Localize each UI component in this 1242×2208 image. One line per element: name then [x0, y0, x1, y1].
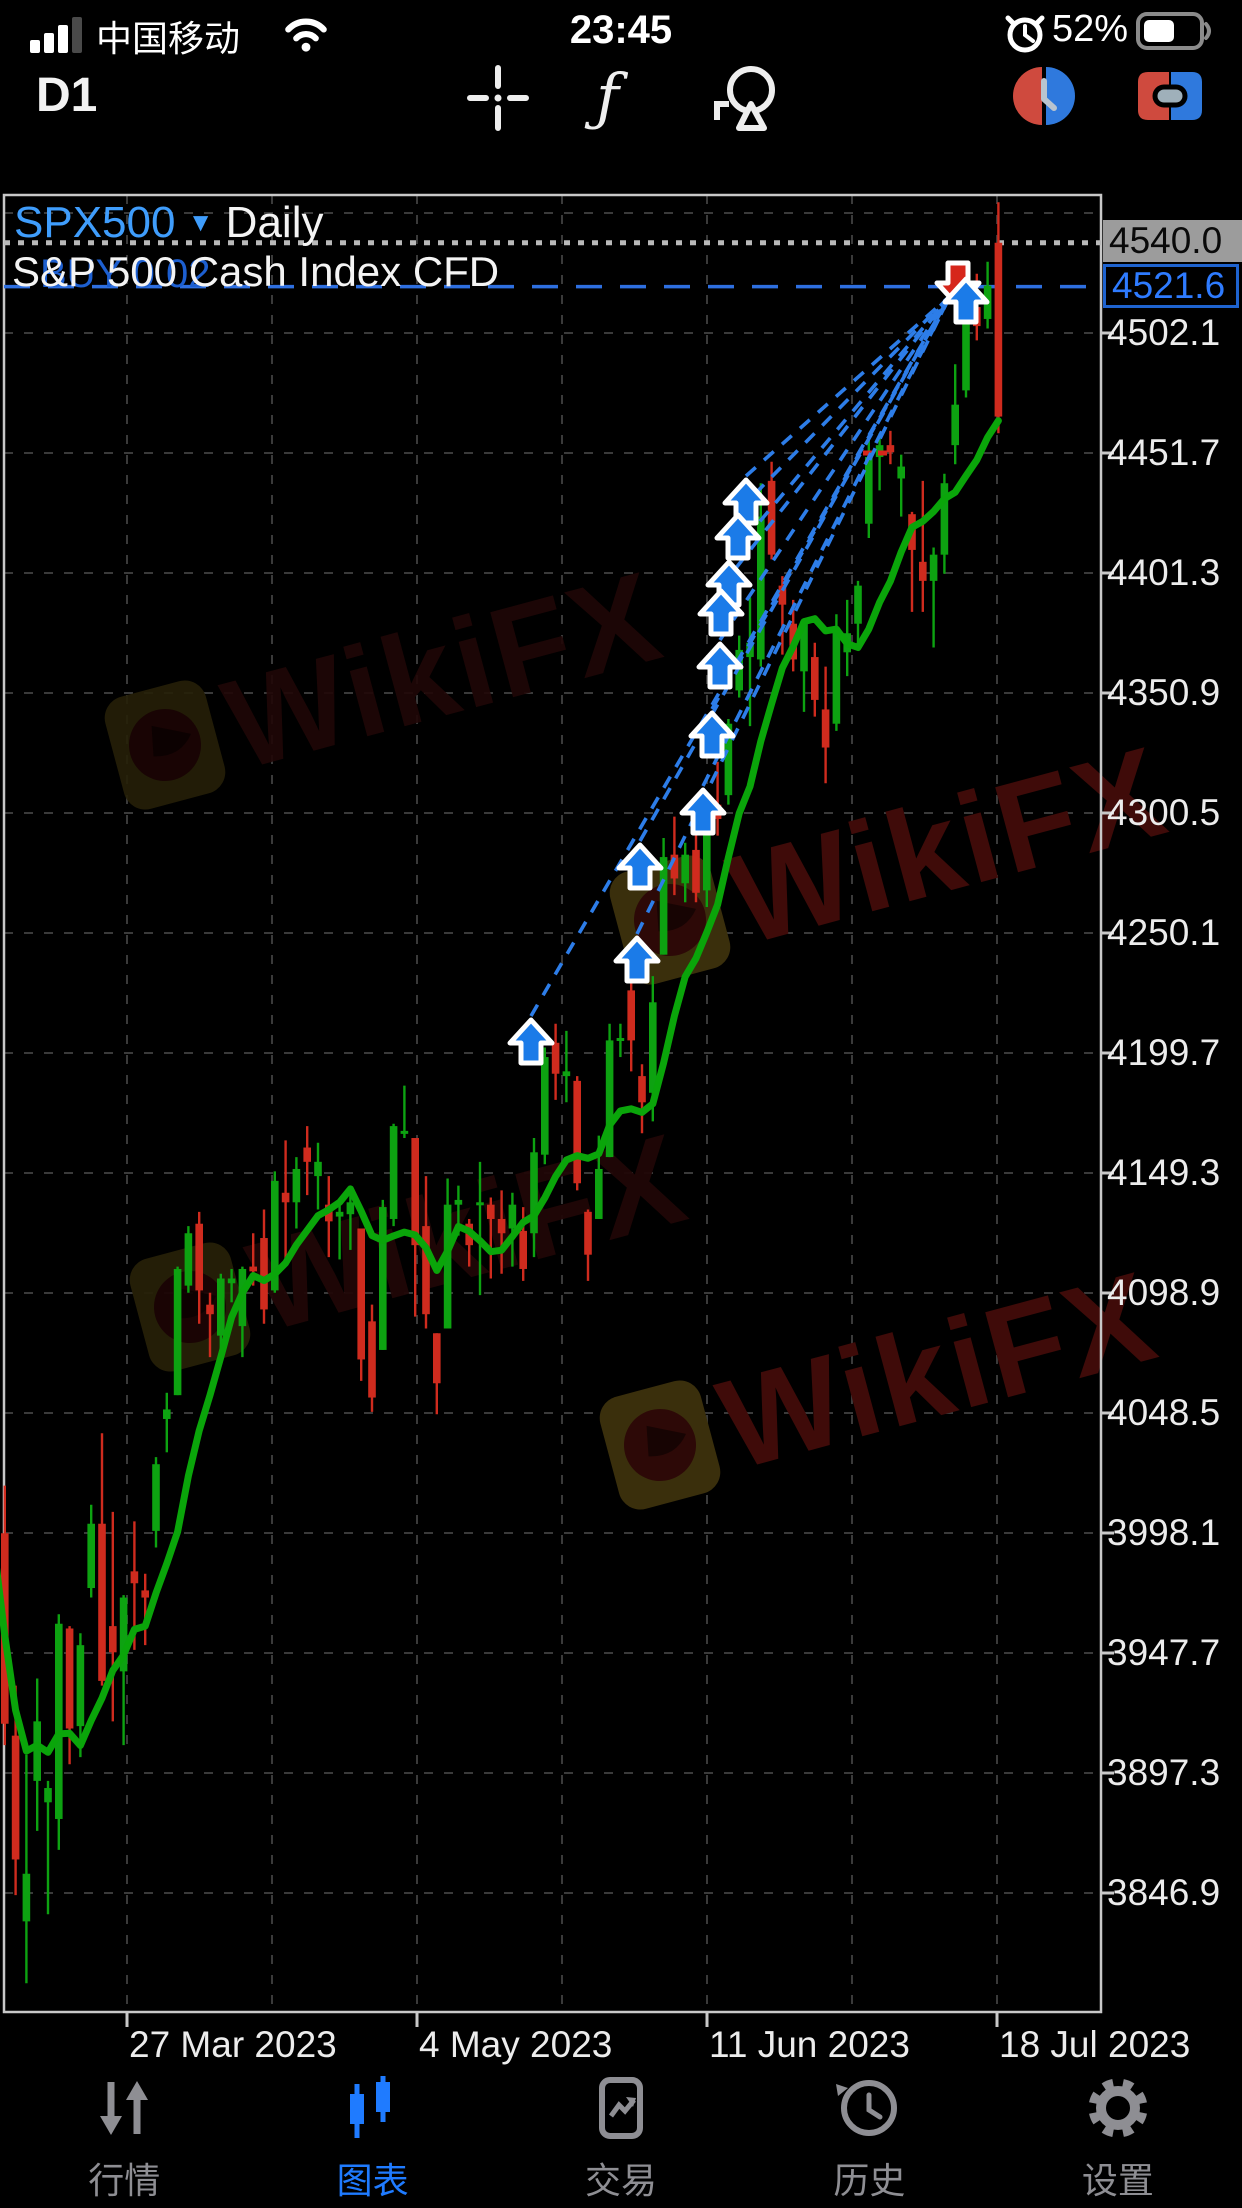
level-price-label: 4540.0	[1103, 220, 1242, 262]
open-position-label: BUY 0.02	[40, 252, 211, 296]
alarm-icon	[1005, 15, 1045, 53]
price-axis-label: 4350.9	[1107, 672, 1221, 713]
price-axis-label: 3947.7	[1107, 1632, 1221, 1673]
tab-history[interactable]: 历史	[745, 2062, 993, 2208]
tab-label: 历史	[833, 2160, 906, 2201]
tab-label: 交易	[585, 2160, 658, 2201]
history-icon	[836, 2080, 898, 2136]
buy-arrow-marker	[942, 276, 990, 325]
buy-arrow-marker	[697, 588, 745, 637]
buy-arrow-marker	[613, 935, 661, 984]
price-axis-label: 4048.5	[1107, 1392, 1221, 1433]
battery-percent: 52%	[1052, 8, 1129, 50]
sessions-clock-icon[interactable]	[1010, 62, 1078, 130]
tab-bar: 行情 图表 交易 历史	[0, 2062, 1242, 2208]
date-axis-label: 27 Mar 2023	[129, 2024, 337, 2065]
tab-label: 设置	[1081, 2160, 1154, 2201]
price-axis-label: 4199.7	[1107, 1032, 1221, 1073]
wikifx-watermark: WikiFX	[599, 1245, 1171, 1510]
buy-arrow-marker	[696, 641, 744, 690]
symbol-name[interactable]: SPX500	[14, 198, 176, 247]
date-axis-label: 4 May 2023	[419, 2024, 613, 2065]
tab-label: 图表	[336, 2160, 409, 2201]
period-label: Daily	[225, 198, 324, 247]
wifi-icon	[285, 18, 327, 52]
clock-time: 23:45	[569, 8, 673, 52]
buy-arrow-marker	[616, 842, 664, 891]
tab-label: 行情	[88, 2160, 161, 2201]
chart-icon	[349, 2076, 390, 2138]
trade-icon	[599, 2077, 644, 2139]
indicators-icon[interactable]: ƒ	[596, 60, 619, 133]
tab-charts[interactable]: 图表	[248, 2062, 496, 2208]
chart-toolbar: D1 ƒ	[0, 58, 1242, 138]
signal-strength-icon	[30, 17, 82, 53]
svg-text:WikiFX: WikiFX	[210, 545, 675, 798]
price-axis-label: 4401.3	[1107, 552, 1221, 593]
price-axis-label: 4451.7	[1107, 432, 1221, 473]
timeframe-button[interactable]: D1	[36, 69, 98, 122]
date-axis-label: 11 Jun 2023	[709, 2024, 910, 2065]
wikifx-watermark: WikiFX	[129, 1107, 701, 1372]
status-bar: 中国移动 23:45 52%	[0, 0, 1242, 62]
buy-arrow-marker	[714, 512, 762, 561]
price-axis-label: 3846.9	[1107, 1872, 1221, 1913]
objects-icon[interactable]	[712, 62, 782, 134]
connection-toggle-icon[interactable]	[1134, 68, 1206, 124]
symbol-description: S&P 500 Cash Index CFD	[12, 248, 500, 295]
price-axis-label: 4250.1	[1107, 912, 1221, 953]
price-axis-label: 4149.3	[1107, 1152, 1221, 1193]
symbol-selector[interactable]: SPX500 ▼ Daily	[14, 198, 323, 248]
price-axis-label: 4098.9	[1107, 1272, 1221, 1313]
buy-arrow-marker	[507, 1017, 555, 1066]
buy-arrow-marker	[688, 710, 736, 759]
chevron-down-icon: ▼	[187, 207, 214, 237]
position-price-label: 4521.6	[1103, 264, 1239, 308]
tab-settings[interactable]: 设置	[994, 2062, 1242, 2208]
date-axis-label: 18 Jul 2023	[999, 2024, 1191, 2065]
tab-trade[interactable]: 交易	[497, 2062, 745, 2208]
price-axis-label: 3897.3	[1107, 1752, 1221, 1793]
tab-quotes[interactable]: 行情	[0, 2062, 248, 2208]
settings-gear-icon	[1088, 2078, 1148, 2138]
crosshair-icon[interactable]	[466, 64, 530, 132]
carrier-label: 中国移动	[96, 18, 241, 59]
price-axis-label: 3998.1	[1107, 1512, 1221, 1553]
price-axis-label: 4502.1	[1107, 312, 1221, 353]
price-axis-label: 4300.5	[1107, 792, 1221, 833]
quotes-icon	[100, 2081, 149, 2135]
battery-icon	[1136, 12, 1211, 50]
wikifx-watermark: WikiFX	[104, 545, 676, 810]
buy-arrow-marker	[679, 787, 727, 836]
